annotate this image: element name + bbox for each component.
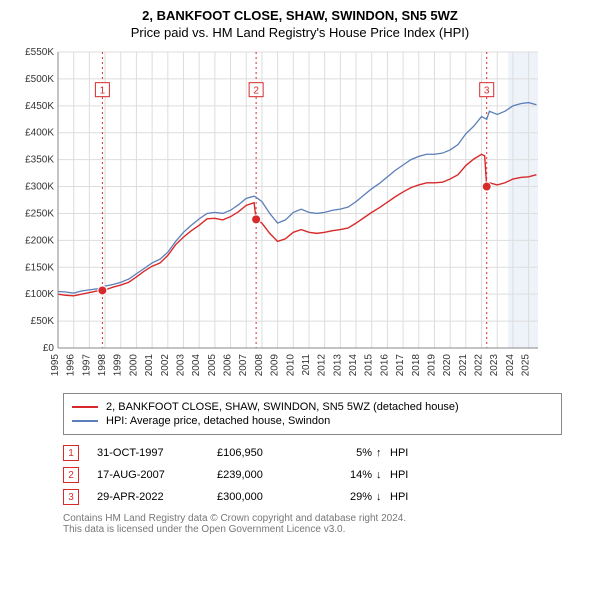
svg-text:2011: 2011	[301, 354, 312, 376]
sale-marker: 1	[63, 445, 79, 461]
svg-text:2019: 2019	[426, 354, 437, 377]
footer-line: Contains HM Land Registry data © Crown c…	[63, 513, 562, 524]
svg-text:2016: 2016	[379, 354, 390, 377]
sales-row: 2 17-AUG-2007£239,00014%↓HPI	[63, 467, 562, 483]
svg-text:2004: 2004	[191, 354, 202, 377]
svg-text:1995: 1995	[50, 354, 61, 377]
legend-swatch-property	[72, 406, 98, 408]
legend-label-property: 2, BANKFOOT CLOSE, SHAW, SWINDON, SN5 5W…	[106, 401, 459, 413]
sale-arrow-icon: ↑	[376, 447, 390, 459]
svg-text:£100K: £100K	[25, 289, 54, 300]
svg-text:2023: 2023	[489, 354, 500, 377]
svg-text:£150K: £150K	[25, 262, 54, 273]
svg-text:2021: 2021	[458, 354, 469, 377]
svg-text:£250K: £250K	[25, 208, 54, 219]
sales-table: 131-OCT-1997£106,9505%↑HPI217-AUG-2007£2…	[63, 445, 562, 505]
svg-text:2: 2	[253, 86, 259, 97]
sale-arrow-icon: ↓	[376, 491, 390, 503]
svg-text:£350K: £350K	[25, 155, 54, 166]
svg-text:2008: 2008	[254, 354, 265, 377]
svg-text:£0: £0	[43, 343, 55, 354]
svg-text:1996: 1996	[66, 354, 77, 377]
svg-text:£450K: £450K	[25, 101, 54, 112]
svg-text:2005: 2005	[207, 354, 218, 377]
sale-ref: HPI	[390, 491, 408, 503]
svg-text:3: 3	[484, 86, 490, 97]
sale-marker: 3	[63, 489, 79, 505]
svg-text:2025: 2025	[521, 354, 532, 377]
svg-text:£400K: £400K	[25, 128, 54, 139]
sale-price: £300,000	[217, 491, 317, 503]
svg-text:£300K: £300K	[25, 182, 54, 193]
sale-diff: 29%	[317, 491, 376, 503]
sale-date: 29-APR-2022	[97, 491, 217, 503]
sales-row: 3 29-APR-2022£300,00029%↓HPI	[63, 489, 562, 505]
sale-ref: HPI	[390, 447, 408, 459]
sale-date: 17-AUG-2007	[97, 469, 217, 481]
chart-subtitle: Price paid vs. HM Land Registry's House …	[8, 25, 592, 40]
chart-title: 2, BANKFOOT CLOSE, SHAW, SWINDON, SN5 5W…	[8, 8, 592, 23]
legend-item-hpi: HPI: Average price, detached house, Swin…	[72, 415, 553, 427]
svg-text:2002: 2002	[160, 354, 171, 377]
svg-text:£500K: £500K	[25, 74, 54, 85]
svg-text:2024: 2024	[505, 354, 516, 377]
sale-arrow-icon: ↓	[376, 469, 390, 481]
svg-text:2012: 2012	[317, 354, 328, 377]
legend-label-hpi: HPI: Average price, detached house, Swin…	[106, 415, 330, 427]
sales-row: 1 31-OCT-1997£106,9505%↑HPI	[63, 445, 562, 461]
svg-text:£550K: £550K	[25, 48, 54, 58]
line-chart: £0 £50K £100K £150K £200K £250K £300K £350K £400…	[8, 48, 592, 383]
svg-text:2007: 2007	[238, 354, 249, 377]
svg-text:2001: 2001	[144, 354, 155, 377]
svg-text:1998: 1998	[97, 354, 108, 377]
svg-text:2009: 2009	[270, 354, 281, 377]
legend: 2, BANKFOOT CLOSE, SHAW, SWINDON, SN5 5W…	[63, 393, 562, 435]
sale-marker: 2	[63, 467, 79, 483]
legend-swatch-hpi	[72, 420, 98, 422]
svg-text:2013: 2013	[332, 354, 343, 377]
sale-diff: 14%	[317, 469, 376, 481]
sale-ref: HPI	[390, 469, 408, 481]
svg-text:2010: 2010	[285, 354, 296, 377]
sale-price: £106,950	[217, 447, 317, 459]
svg-text:2018: 2018	[411, 354, 422, 377]
svg-text:2020: 2020	[442, 354, 453, 377]
svg-text:2017: 2017	[395, 354, 406, 377]
svg-text:2000: 2000	[128, 354, 139, 377]
footer-line: This data is licensed under the Open Gov…	[63, 524, 562, 535]
svg-text:1999: 1999	[113, 354, 124, 377]
sale-date: 31-OCT-1997	[97, 447, 217, 459]
svg-text:2015: 2015	[364, 354, 375, 377]
svg-text:£200K: £200K	[25, 235, 54, 246]
sale-diff: 5%	[317, 447, 376, 459]
svg-text:£50K: £50K	[31, 316, 55, 327]
footer-attribution: Contains HM Land Registry data © Crown c…	[63, 513, 562, 535]
svg-text:2014: 2014	[348, 354, 359, 377]
svg-text:1: 1	[100, 86, 106, 97]
svg-text:2003: 2003	[175, 354, 186, 377]
svg-text:1997: 1997	[81, 354, 92, 377]
svg-text:2022: 2022	[474, 354, 485, 377]
sale-price: £239,000	[217, 469, 317, 481]
svg-text:2006: 2006	[223, 354, 234, 377]
legend-item-property: 2, BANKFOOT CLOSE, SHAW, SWINDON, SN5 5W…	[72, 401, 553, 413]
